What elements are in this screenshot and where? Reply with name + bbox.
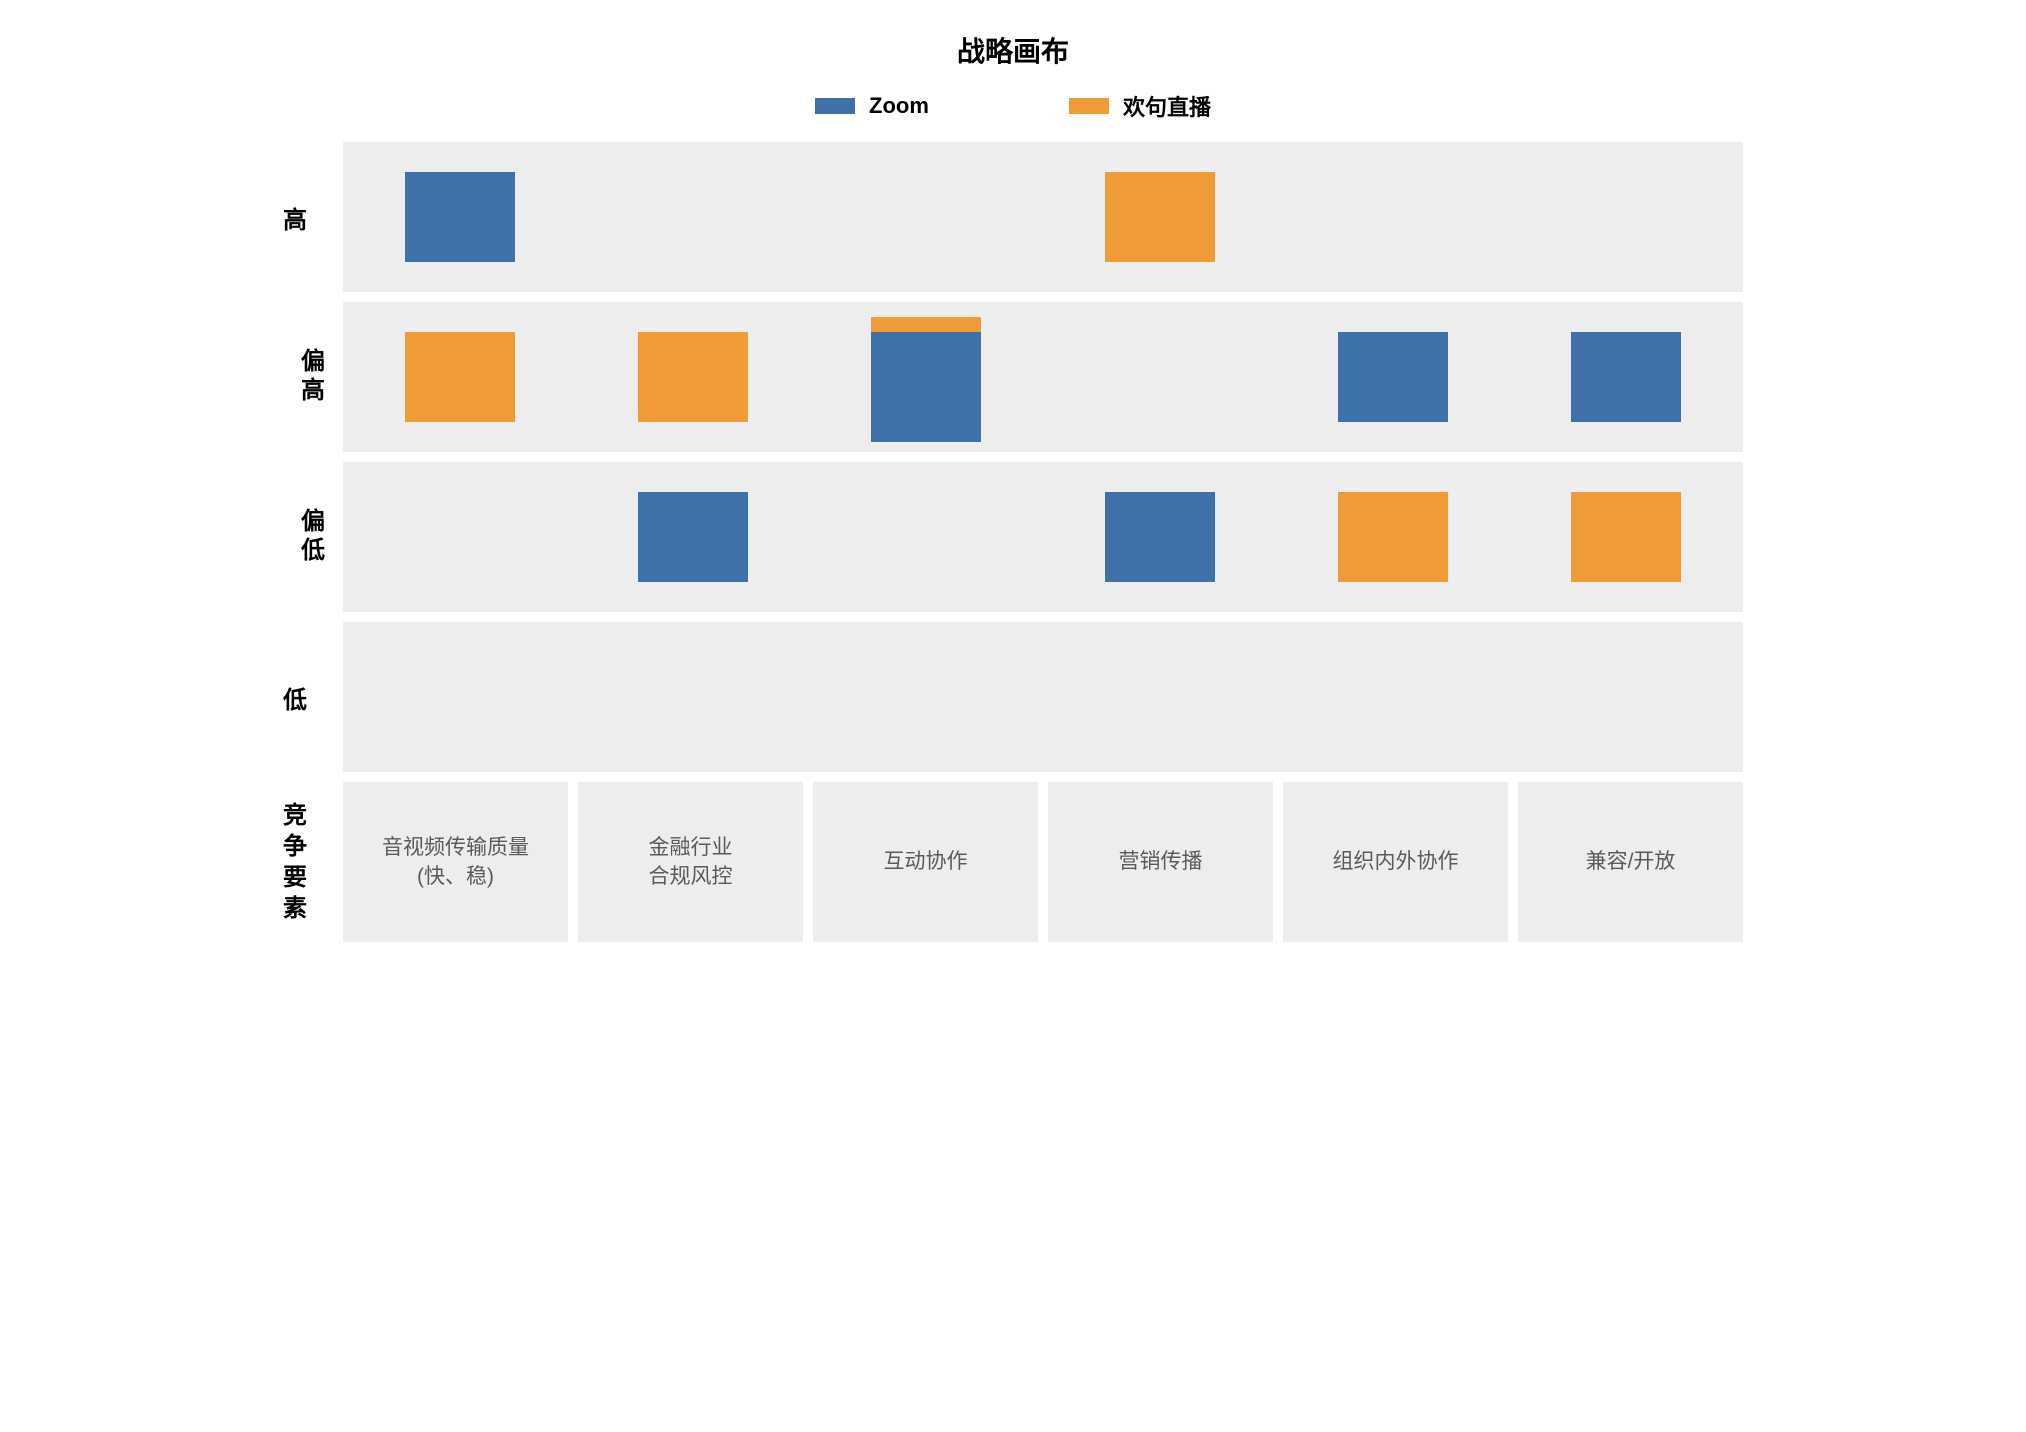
chart-cell-3-1 (576, 622, 809, 772)
chart-container: 战略画布 Zoom 欢句直播 高 偏高 偏低 低 竞争要素 音视频传输质量(快、… (283, 30, 1743, 942)
chart-cell-2-2 (810, 462, 1043, 612)
x-label-2: 互动协作 (813, 782, 1038, 942)
bar-series1 (638, 492, 748, 582)
legend: Zoom 欢句直播 (283, 90, 1743, 122)
chart-cell-3-4 (1276, 622, 1509, 772)
x-label-5: 兼容/开放 (1518, 782, 1743, 942)
chart-cell-1-0 (343, 302, 576, 452)
chart-cell-3-5 (1510, 622, 1743, 772)
legend-swatch-series2 (1069, 98, 1109, 114)
bar-series2 (405, 332, 515, 422)
bar-series2 (1338, 492, 1448, 582)
x-axis-labels: 音视频传输质量(快、稳)金融行业合规风控互动协作营销传播组织内外协作兼容/开放 (343, 782, 1743, 942)
y-label-2: 偏低 (283, 462, 343, 612)
chart-cell-0-5 (1510, 142, 1743, 292)
x-label-1: 金融行业合规风控 (578, 782, 803, 942)
chart-cell-1-4 (1276, 302, 1509, 452)
chart-row-2 (343, 462, 1743, 612)
chart-cell-0-4 (1276, 142, 1509, 292)
legend-label-series1: Zoom (869, 93, 929, 119)
chart-row-0 (343, 142, 1743, 292)
chart-cell-0-2 (810, 142, 1043, 292)
legend-swatch-series1 (815, 98, 855, 114)
chart-cell-1-3 (1043, 302, 1276, 452)
bar-series1 (1571, 332, 1681, 422)
x-label-3: 营销传播 (1048, 782, 1273, 942)
legend-item-series2: 欢句直播 (1069, 90, 1211, 122)
chart-row-1 (343, 302, 1743, 452)
bar-series2 (1571, 492, 1681, 582)
chart-cell-2-4 (1276, 462, 1509, 612)
chart-cell-2-1 (576, 462, 809, 612)
bar-series2 (638, 332, 748, 422)
chart-cell-0-0 (343, 142, 576, 292)
chart-cell-3-0 (343, 622, 576, 772)
y-axis-title: 竞争要素 (283, 782, 343, 942)
chart-title: 战略画布 (283, 30, 1743, 70)
chart-row-3 (343, 622, 1743, 772)
bar-overlay-series2 (871, 317, 981, 332)
y-label-0: 高 (283, 142, 343, 292)
y-axis-labels: 高 偏高 偏低 低 竞争要素 (283, 142, 343, 942)
bar-series1 (1338, 332, 1448, 422)
x-label-4: 组织内外协作 (1283, 782, 1508, 942)
legend-item-series1: Zoom (815, 90, 929, 122)
chart-grid: 音视频传输质量(快、稳)金融行业合规风控互动协作营销传播组织内外协作兼容/开放 (343, 142, 1743, 942)
y-label-3: 低 (283, 622, 343, 772)
chart-cell-3-3 (1043, 622, 1276, 772)
chart-cell-2-0 (343, 462, 576, 612)
bar-series1 (1105, 492, 1215, 582)
chart-area: 高 偏高 偏低 低 竞争要素 音视频传输质量(快、稳)金融行业合规风控互动协作营… (283, 142, 1743, 942)
chart-cell-2-5 (1510, 462, 1743, 612)
chart-cell-0-1 (576, 142, 809, 292)
bar-series1 (871, 332, 981, 442)
chart-cell-3-2 (810, 622, 1043, 772)
chart-cell-1-5 (1510, 302, 1743, 452)
chart-cell-2-3 (1043, 462, 1276, 612)
bar-series1 (405, 172, 515, 262)
chart-cell-1-2 (810, 302, 1043, 452)
x-label-0: 音视频传输质量(快、稳) (343, 782, 568, 942)
chart-cell-1-1 (576, 302, 809, 452)
y-label-1: 偏高 (283, 302, 343, 452)
chart-cell-0-3 (1043, 142, 1276, 292)
legend-label-series2: 欢句直播 (1123, 90, 1211, 122)
bar-series2 (1105, 172, 1215, 262)
